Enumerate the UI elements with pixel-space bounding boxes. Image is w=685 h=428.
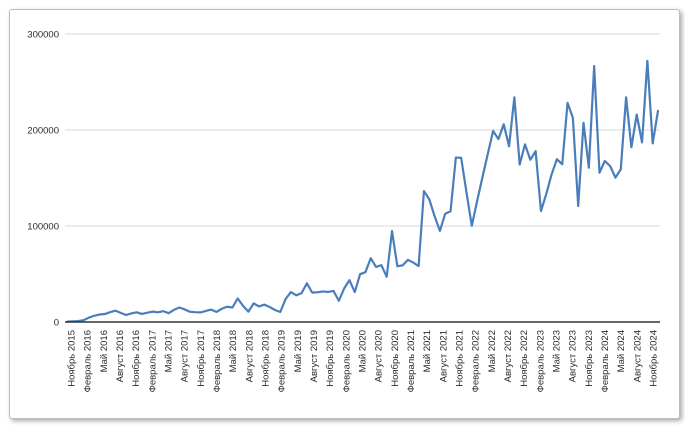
- x-axis-label: Май 2022: [487, 330, 498, 372]
- x-axis-label: Август 2016: [115, 330, 126, 382]
- x-axis-label: Май 2018: [228, 330, 239, 372]
- x-axis-label: Февраль 2019: [277, 330, 288, 392]
- x-axis-label: Февраль 2021: [406, 330, 417, 392]
- data-series-line: [66, 59, 660, 323]
- x-axis-label: Май 2017: [164, 330, 175, 372]
- x-axis-label: Февраль 2017: [147, 330, 158, 392]
- x-axis-label: Ноябрь 2024: [649, 330, 660, 387]
- x-axis-label: Февраль 2024: [600, 330, 611, 392]
- y-axis-label: 100000: [27, 222, 59, 233]
- x-axis-label: Февраль 2020: [341, 330, 352, 392]
- x-axis-label: Ноябрь 2021: [455, 330, 466, 387]
- x-axis-label: Август 2021: [438, 330, 449, 382]
- chart-card: 0 100000 200000 300000 Ноябрь 2015 Февраль 20…: [9, 9, 680, 419]
- x-axis-label: Ноябрь 2018: [261, 330, 272, 387]
- x-axis-label: Ноябрь 2015: [67, 330, 78, 387]
- x-axis-label: Август 2019: [309, 330, 320, 382]
- x-axis-label: Февраль 2018: [212, 330, 223, 392]
- x-axis-label: Май 2020: [358, 330, 369, 372]
- y-axis-label: 0: [54, 318, 59, 329]
- x-axis-label: Ноябрь 2023: [584, 330, 595, 387]
- x-axis-label: Ноябрь 2017: [196, 330, 207, 387]
- x-axis-label: Май 2023: [552, 330, 563, 372]
- x-axis-label: Август 2024: [632, 330, 643, 382]
- x-axis-label: Февраль 2016: [83, 330, 94, 392]
- x-axis-label: Май 2021: [422, 330, 433, 372]
- x-axis-label: Август 2020: [374, 330, 385, 382]
- x-axis-label: Ноябрь 2016: [131, 330, 142, 387]
- x-axis-label: Май 2016: [99, 330, 110, 372]
- x-axis-label: Август 2022: [503, 330, 514, 382]
- x-axis-label: Февраль 2022: [471, 330, 482, 392]
- x-axis-label: Май 2019: [293, 330, 304, 372]
- x-axis-label: Ноябрь 2019: [325, 330, 336, 387]
- x-axis-label: Август 2018: [244, 330, 255, 382]
- y-axis-label: 300000: [27, 30, 59, 41]
- x-axis-label: Февраль 2023: [535, 330, 546, 392]
- x-axis-label: Ноябрь 2020: [390, 330, 401, 387]
- x-axis-label: Август 2017: [180, 330, 191, 382]
- y-axis-label: 200000: [27, 126, 59, 137]
- x-axis-label: Август 2023: [568, 330, 579, 382]
- line-chart: 0 100000 200000 300000 Ноябрь 2015 Февраль 20…: [27, 30, 660, 392]
- x-axis-label: Ноябрь 2022: [519, 330, 530, 387]
- x-axis-label: Май 2024: [616, 330, 627, 372]
